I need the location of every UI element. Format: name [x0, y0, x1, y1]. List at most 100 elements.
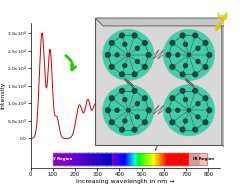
Circle shape — [120, 33, 124, 38]
Bar — [123, 153, 124, 165]
Text: Eye: Eye — [155, 119, 173, 150]
Bar — [176, 153, 177, 165]
Bar — [183, 153, 184, 165]
Bar — [149, 153, 150, 165]
Bar — [108, 153, 109, 165]
Circle shape — [109, 96, 114, 101]
Bar — [137, 153, 138, 165]
Circle shape — [196, 115, 200, 119]
Circle shape — [196, 102, 200, 106]
Bar — [128, 153, 129, 165]
Bar — [154, 153, 155, 165]
Circle shape — [146, 53, 151, 57]
Bar — [107, 153, 108, 165]
Bar — [73, 153, 74, 165]
Text: hν: hν — [216, 12, 228, 22]
Bar — [120, 153, 121, 165]
Bar — [100, 153, 101, 165]
Bar — [185, 153, 186, 165]
Bar — [200, 153, 207, 165]
Bar — [148, 153, 149, 165]
Bar — [68, 153, 69, 165]
Bar — [195, 153, 196, 165]
Bar — [174, 153, 175, 165]
Bar — [140, 153, 141, 165]
Circle shape — [180, 127, 185, 132]
Bar — [70, 153, 71, 165]
Bar — [138, 153, 139, 165]
Bar — [74, 153, 75, 165]
Bar — [79, 153, 80, 165]
Circle shape — [170, 65, 175, 69]
Bar — [182, 153, 183, 165]
Bar — [141, 153, 142, 165]
Bar — [89, 153, 90, 165]
Bar — [170, 153, 171, 165]
Bar — [98, 153, 99, 165]
Circle shape — [127, 108, 130, 112]
Bar — [114, 153, 115, 165]
Bar — [88, 153, 89, 165]
Bar — [161, 153, 162, 165]
Bar — [99, 153, 100, 165]
Bar — [129, 153, 130, 165]
Circle shape — [135, 102, 139, 106]
Bar — [154, 153, 155, 165]
Circle shape — [187, 108, 191, 112]
Bar — [71, 153, 72, 165]
Bar — [94, 153, 95, 165]
Bar — [175, 153, 176, 165]
Circle shape — [193, 72, 198, 77]
Bar — [95, 153, 96, 165]
Bar — [180, 153, 181, 165]
Circle shape — [203, 41, 208, 45]
Bar — [194, 153, 195, 165]
Circle shape — [123, 98, 127, 101]
Bar — [169, 153, 170, 165]
Bar — [118, 153, 119, 165]
Bar — [184, 153, 185, 165]
Circle shape — [180, 88, 185, 93]
Bar — [106, 153, 107, 165]
Circle shape — [115, 108, 119, 112]
Circle shape — [109, 65, 114, 69]
Bar — [122, 153, 123, 165]
Polygon shape — [222, 18, 230, 152]
Bar — [159, 153, 160, 165]
Bar — [72, 153, 73, 165]
Bar — [126, 153, 127, 165]
Bar — [75, 153, 76, 165]
Circle shape — [132, 72, 137, 77]
Bar — [164, 153, 165, 165]
Circle shape — [203, 65, 208, 69]
Circle shape — [187, 53, 191, 57]
Bar — [168, 153, 169, 165]
Bar — [104, 153, 105, 165]
Circle shape — [183, 42, 187, 46]
Circle shape — [120, 88, 124, 93]
Circle shape — [123, 119, 127, 123]
Bar — [145, 153, 146, 165]
Text: IR Region: IR Region — [193, 157, 214, 161]
Bar — [86, 153, 87, 165]
Circle shape — [127, 53, 130, 57]
Bar — [128, 153, 129, 165]
Bar — [114, 153, 115, 165]
Bar — [113, 153, 114, 165]
Circle shape — [180, 72, 185, 77]
Circle shape — [105, 108, 110, 113]
Bar — [66, 153, 67, 165]
Bar — [191, 153, 192, 165]
Circle shape — [203, 96, 208, 101]
Circle shape — [115, 53, 119, 57]
Bar — [132, 153, 133, 165]
Bar — [121, 153, 122, 165]
Bar — [160, 153, 161, 165]
Bar — [65, 153, 66, 165]
Bar — [73, 153, 74, 165]
Bar — [146, 153, 147, 165]
Bar — [134, 153, 135, 165]
Bar — [111, 153, 112, 165]
Bar — [80, 153, 81, 165]
Circle shape — [142, 120, 147, 125]
